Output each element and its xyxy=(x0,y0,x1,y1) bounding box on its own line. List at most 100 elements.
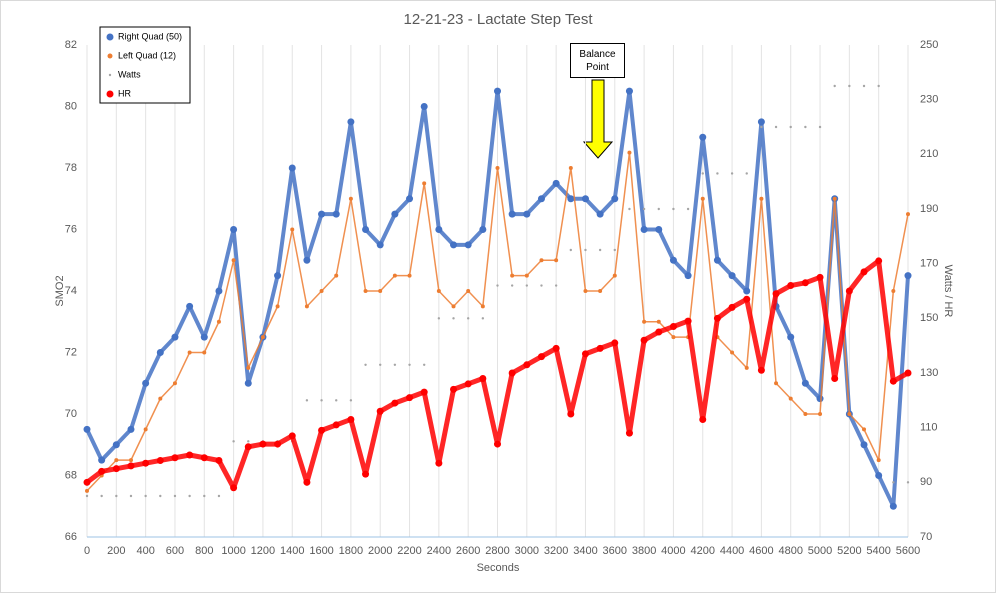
point xyxy=(171,454,179,462)
point xyxy=(332,210,340,218)
point xyxy=(730,350,735,355)
point xyxy=(231,258,236,263)
point xyxy=(713,314,721,322)
y2-tick-label: 150 xyxy=(920,312,938,324)
point xyxy=(115,494,118,498)
point xyxy=(437,317,441,320)
y-tick-label: 82 xyxy=(65,39,77,51)
point xyxy=(420,388,428,396)
point xyxy=(598,248,602,252)
point xyxy=(759,196,764,201)
point xyxy=(479,226,487,233)
point xyxy=(188,494,191,498)
point xyxy=(362,470,370,478)
point xyxy=(862,427,867,432)
point xyxy=(83,478,91,486)
point xyxy=(876,458,881,463)
point xyxy=(244,443,252,451)
point xyxy=(450,241,458,249)
point xyxy=(642,207,646,211)
point xyxy=(304,304,309,309)
legend-box xyxy=(99,26,191,104)
y-tick-label: 70 xyxy=(65,408,77,420)
point xyxy=(450,385,458,393)
point xyxy=(713,256,721,264)
point xyxy=(391,399,399,407)
point xyxy=(362,226,370,233)
point xyxy=(510,273,515,278)
point xyxy=(288,164,296,172)
point xyxy=(85,488,89,493)
point xyxy=(200,333,208,341)
point xyxy=(774,381,779,386)
point xyxy=(319,289,324,293)
point xyxy=(625,429,633,437)
point xyxy=(186,302,194,310)
point xyxy=(495,166,500,170)
point xyxy=(159,494,162,498)
y2-axis-label: Watts / HR xyxy=(942,265,954,318)
point xyxy=(523,210,531,218)
point xyxy=(260,335,265,340)
y-tick-label: 68 xyxy=(65,469,77,481)
point xyxy=(684,272,692,280)
point xyxy=(860,268,868,276)
point xyxy=(537,353,545,361)
point xyxy=(114,458,119,463)
point xyxy=(392,273,397,278)
point xyxy=(217,494,221,498)
y-tick-label: 66 xyxy=(65,531,77,543)
point xyxy=(112,441,120,449)
point xyxy=(466,317,470,320)
x-tick-label: 5200 xyxy=(837,545,861,557)
point xyxy=(347,118,355,126)
point xyxy=(127,425,135,433)
y-tick-label: 76 xyxy=(65,223,77,235)
x-tick-label: 1600 xyxy=(309,545,333,557)
point xyxy=(684,317,692,325)
x-tick-label: 4200 xyxy=(691,545,715,557)
point xyxy=(552,344,560,352)
point xyxy=(479,374,487,382)
legend-label: HR xyxy=(118,88,131,98)
point xyxy=(803,412,808,416)
point xyxy=(860,441,868,449)
point xyxy=(567,410,575,418)
x-tick-label: 2600 xyxy=(456,545,480,557)
point xyxy=(656,319,661,324)
point xyxy=(305,399,309,402)
point xyxy=(728,272,736,280)
point xyxy=(801,379,809,387)
point xyxy=(831,374,839,382)
legend-marker xyxy=(107,53,113,59)
point xyxy=(583,289,588,293)
point xyxy=(537,195,545,203)
point xyxy=(787,333,795,341)
point xyxy=(100,494,103,498)
point xyxy=(128,458,133,463)
point xyxy=(669,256,677,264)
point xyxy=(672,207,675,211)
point xyxy=(655,328,663,336)
point xyxy=(436,289,441,293)
point xyxy=(789,125,792,129)
point xyxy=(816,273,824,281)
x-tick-label: 0 xyxy=(84,545,90,557)
x-tick-label: 600 xyxy=(166,545,184,557)
point xyxy=(85,494,89,498)
point xyxy=(508,369,516,377)
point xyxy=(332,421,340,429)
point xyxy=(818,125,822,129)
point xyxy=(290,227,295,232)
x-tick-label: 2800 xyxy=(485,545,509,557)
point xyxy=(611,339,619,347)
point xyxy=(906,481,910,484)
point xyxy=(612,273,617,278)
point xyxy=(230,226,238,233)
point xyxy=(848,84,851,88)
point xyxy=(508,210,516,218)
x-tick-label: 800 xyxy=(195,545,213,557)
point xyxy=(349,399,353,402)
point xyxy=(378,289,383,293)
